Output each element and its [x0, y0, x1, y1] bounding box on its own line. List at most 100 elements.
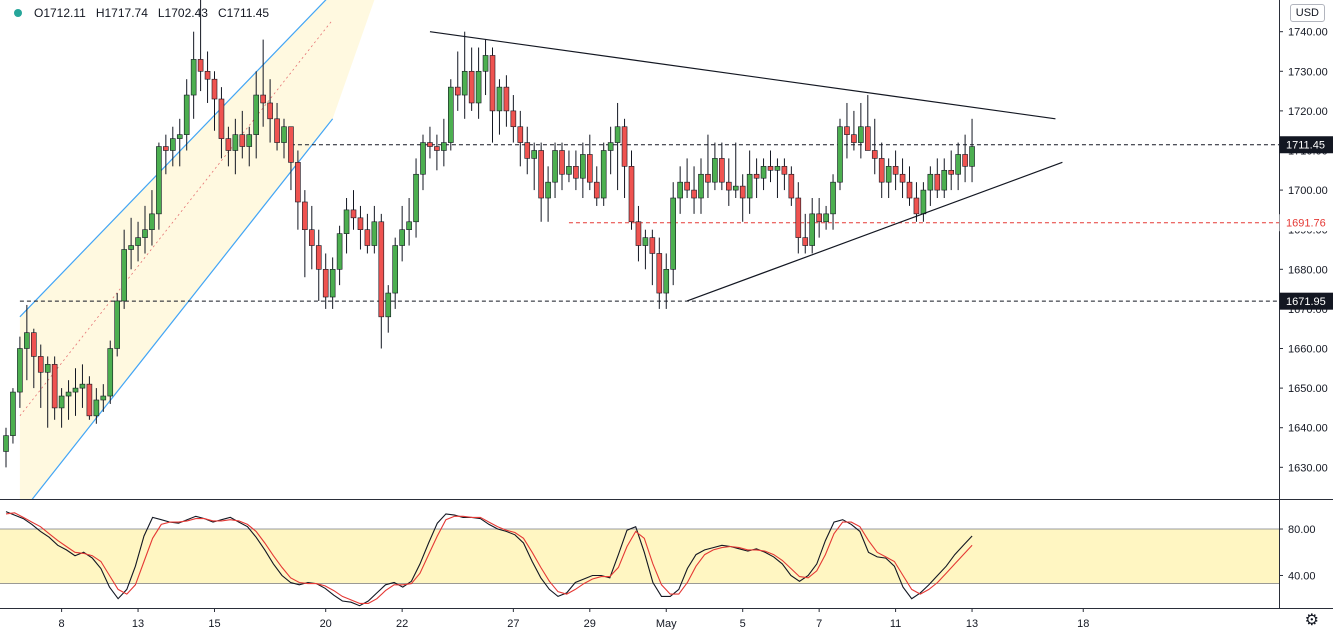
- candle-body: [24, 332, 30, 349]
- candle: [614, 102, 621, 191]
- candle-body: [934, 173, 941, 191]
- candle: [559, 142, 565, 191]
- candle: [274, 102, 280, 151]
- candle: [837, 118, 843, 191]
- candle: [30, 328, 37, 389]
- gear-icon[interactable]: ⚙: [1304, 612, 1319, 629]
- candle-body: [176, 134, 183, 139]
- candle-body: [607, 142, 614, 151]
- candle-body: [878, 158, 885, 183]
- candle-body: [809, 213, 816, 246]
- candle: [739, 174, 746, 222]
- currency-button[interactable]: USD: [1289, 4, 1325, 22]
- candle-body: [885, 166, 892, 183]
- candle: [725, 158, 732, 206]
- candle: [447, 79, 454, 151]
- candle: [114, 293, 120, 357]
- candle: [712, 142, 718, 191]
- main-pane: [3, 0, 1279, 499]
- y-tick-label: 1650.00: [1288, 383, 1328, 395]
- candle: [892, 150, 899, 191]
- candle: [93, 388, 100, 424]
- candle: [482, 39, 489, 96]
- candle: [920, 182, 927, 222]
- candle-body: [253, 94, 259, 135]
- candle: [809, 198, 816, 254]
- candle-body: [135, 237, 141, 246]
- candle: [871, 118, 878, 175]
- candle-body: [239, 134, 246, 147]
- y-tick-label: 1730.00: [1288, 66, 1328, 78]
- candle-body: [427, 142, 433, 147]
- x-tick-label: 13: [132, 618, 144, 630]
- candle-body: [545, 181, 551, 199]
- candle: [913, 182, 920, 222]
- candle-body: [461, 70, 468, 96]
- candle-body: [760, 166, 767, 179]
- candle-body: [86, 383, 93, 417]
- candle-body: [510, 110, 517, 128]
- candle-body: [100, 395, 107, 401]
- candle: [197, 0, 204, 92]
- candle: [267, 79, 273, 143]
- candle-body: [698, 173, 704, 199]
- candle: [864, 95, 871, 151]
- candle: [142, 205, 148, 254]
- candle: [79, 364, 86, 408]
- candle: [732, 142, 739, 199]
- candle: [628, 150, 635, 230]
- candle: [86, 376, 93, 420]
- candle: [288, 126, 294, 191]
- candle-body: [58, 395, 65, 409]
- candle: [281, 118, 287, 159]
- candle: [121, 229, 127, 309]
- candle-body: [899, 173, 906, 183]
- candle-body: [670, 197, 677, 270]
- candle-body: [962, 154, 968, 167]
- candle: [468, 47, 475, 111]
- candle-body: [524, 142, 531, 159]
- price-marker-box: [1279, 136, 1333, 154]
- candle: [691, 166, 697, 214]
- candle-body: [871, 150, 878, 159]
- ohlc-high: H1717.74: [95, 6, 148, 20]
- candle-body: [649, 237, 656, 254]
- candle: [753, 158, 760, 199]
- ohlc-low: L1702.43: [157, 6, 208, 20]
- price-marker-label: 1671.95: [1286, 296, 1326, 308]
- candle-body: [322, 269, 329, 298]
- x-tick-label: 5: [740, 618, 746, 630]
- candle-body: [823, 213, 829, 223]
- candle: [24, 304, 30, 381]
- candle: [670, 182, 677, 286]
- candle-body: [475, 70, 482, 104]
- candle: [698, 158, 704, 214]
- candle-body: [795, 197, 802, 238]
- candle: [969, 118, 975, 183]
- candle-body: [385, 292, 392, 318]
- candle: [600, 142, 607, 206]
- candle-body: [559, 150, 565, 175]
- candle-body: [156, 146, 162, 215]
- candle: [72, 368, 79, 416]
- candle: [496, 79, 503, 135]
- candle: [336, 225, 343, 286]
- candle: [253, 71, 259, 159]
- candle-body: [211, 78, 218, 100]
- candle-body: [302, 201, 308, 230]
- candle-body: [204, 70, 211, 80]
- x-tick-label: 29: [584, 618, 596, 630]
- candle: [149, 190, 155, 246]
- x-tick-label: 8: [59, 618, 65, 630]
- candle: [705, 134, 711, 199]
- candle-body: [72, 387, 79, 393]
- candle: [607, 126, 614, 175]
- candle: [510, 95, 517, 143]
- resistance-trendline: [429, 31, 1056, 120]
- candle-body: [142, 229, 148, 238]
- candle-body: [705, 173, 711, 183]
- stoch-d-line: [5, 512, 973, 604]
- ohlc-legend: O1712.11 H1717.74 L1702.43 C1711.45: [14, 6, 273, 20]
- candle-body: [746, 173, 753, 199]
